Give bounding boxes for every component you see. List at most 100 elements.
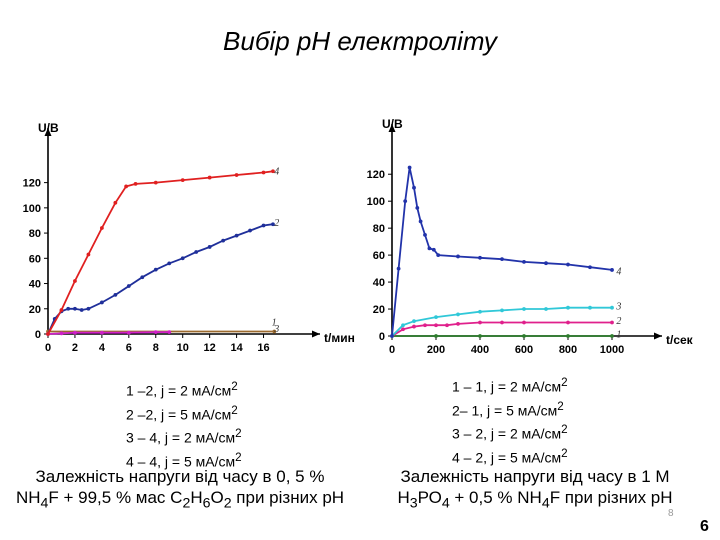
data-point-2 <box>261 223 266 228</box>
curve-label: 1 <box>272 318 277 329</box>
y-axis-arrow <box>44 128 52 136</box>
x-tick-label: 6 <box>126 342 132 354</box>
y-tick-label: 60 <box>373 250 385 262</box>
data-point-4 <box>271 169 275 174</box>
x-tick-label: 10 <box>177 342 189 354</box>
data-point-4 <box>153 180 158 185</box>
data-point-1 <box>434 334 438 338</box>
y-tick-label: 120 <box>367 169 385 181</box>
y-tick-label: 0 <box>35 329 41 341</box>
data-point-4 <box>436 253 441 258</box>
data-point-2 <box>234 233 239 238</box>
data-point-2 <box>99 300 104 305</box>
data-point-2 <box>73 306 77 311</box>
data-point-2 <box>126 284 131 288</box>
slide-title: Вибір рН електроліту <box>223 26 497 56</box>
data-point-2 <box>79 308 84 312</box>
left-legend: 1 –2, j = 2 мА/см2 2 –2, j = 5 мА/см2 3 … <box>126 377 242 472</box>
data-point-4 <box>403 199 408 204</box>
data-point-4 <box>207 175 212 180</box>
data-point-4 <box>566 262 570 267</box>
data-point-4 <box>261 170 266 175</box>
data-point-3 <box>588 305 592 310</box>
data-point-2 <box>610 320 614 325</box>
x-tick-label: 400 <box>471 344 489 356</box>
curve-label: 2 <box>274 218 279 229</box>
legend-line: 2 –2, j = 5 мА/см2 <box>126 403 238 423</box>
data-point-3 <box>456 312 460 317</box>
data-point-2 <box>271 222 275 227</box>
data-point-3 <box>566 305 570 310</box>
data-point-2 <box>434 323 438 328</box>
data-point-3 <box>99 330 104 335</box>
curve-label: 3 <box>273 324 279 335</box>
curve-label: 2 <box>616 316 621 327</box>
data-point-1 <box>610 334 614 338</box>
data-point-4 <box>522 259 526 264</box>
x-tick-label: 600 <box>515 344 533 356</box>
left-caption-line1: Залежність напруги від часу в 0, 5 % <box>35 467 325 486</box>
legend-line: 4 – 2, j = 5 мА/см2 <box>452 446 568 466</box>
data-point-4 <box>46 332 50 336</box>
data-point-2 <box>180 256 185 261</box>
x-axis-label: t/мин <box>324 331 355 345</box>
y-tick-label: 40 <box>373 277 385 289</box>
left-caption: Залежність напруги від часу в 0, 5 % NH4… <box>0 466 360 514</box>
data-point-4 <box>431 247 436 252</box>
legend-line: 2– 1, j = 5 мА/см2 <box>452 399 564 419</box>
legend-line: 1 –2, j = 2 мА/см2 <box>126 380 238 399</box>
page-number-small: 8 <box>668 508 674 519</box>
y-tick-label: 80 <box>29 228 41 240</box>
x-tick-label: 1000 <box>600 344 624 356</box>
data-point-4 <box>73 279 77 283</box>
y-axis-label: U/B <box>38 121 59 135</box>
data-point-2 <box>423 323 427 328</box>
data-point-2 <box>522 320 526 325</box>
data-point-2 <box>456 321 460 326</box>
data-point-2 <box>412 324 416 329</box>
right-caption-line1: Залежність напруги від часу в 1 М <box>400 467 670 486</box>
data-point-3 <box>59 331 64 336</box>
data-point-1 <box>478 334 482 338</box>
right-caption: Залежність напруги від часу в 1 М Н3РО4 … <box>370 466 700 514</box>
y-axis-label: U/B <box>382 117 403 131</box>
curve-label: 3 <box>615 301 621 312</box>
data-point-4 <box>396 266 401 271</box>
data-point-3 <box>167 330 172 335</box>
right-legend: 1 – 1, j = 2 мА/см2 2– 1, j = 5 мА/см2 3… <box>452 373 568 468</box>
data-point-2 <box>140 275 145 280</box>
data-point-3 <box>434 315 438 320</box>
data-point-1 <box>522 334 526 338</box>
data-point-2 <box>207 245 212 249</box>
y-tick-label: 60 <box>29 253 41 265</box>
curve-label: 4 <box>274 166 279 177</box>
y-tick-label: 20 <box>373 304 385 316</box>
data-point-4 <box>456 254 460 259</box>
data-point-2 <box>401 327 405 332</box>
data-point-3 <box>401 323 405 328</box>
data-point-4 <box>427 246 432 251</box>
y-tick-label: 0 <box>379 331 385 343</box>
data-point-2 <box>66 306 71 311</box>
left-chart: 0 2 4 6 8 10 12 14 16 0 20 40 60 80 100 120 U/B t/мин 4 2 13 <box>23 121 355 354</box>
data-point-4 <box>133 181 138 186</box>
page-number: 6 <box>700 518 709 535</box>
y-tick-label: 40 <box>29 279 41 291</box>
data-point-4 <box>86 252 91 257</box>
data-point-4 <box>418 219 423 224</box>
data-point-4 <box>500 257 504 262</box>
data-point-4 <box>423 232 427 237</box>
data-point-3 <box>500 308 504 313</box>
data-point-2 <box>248 228 252 233</box>
x-tick-label: 8 <box>153 342 159 354</box>
data-point-4 <box>478 255 482 260</box>
legend-line: 1 – 1, j = 2 мА/см2 <box>452 376 568 395</box>
data-point-3 <box>478 309 482 314</box>
data-point-3 <box>544 307 548 311</box>
x-tick-label: 200 <box>427 344 445 356</box>
data-point-2 <box>194 250 199 254</box>
x-tick-label: 16 <box>257 342 269 354</box>
data-point-2 <box>478 320 482 325</box>
y-tick-label: 100 <box>367 196 385 208</box>
data-point-3 <box>126 330 131 335</box>
